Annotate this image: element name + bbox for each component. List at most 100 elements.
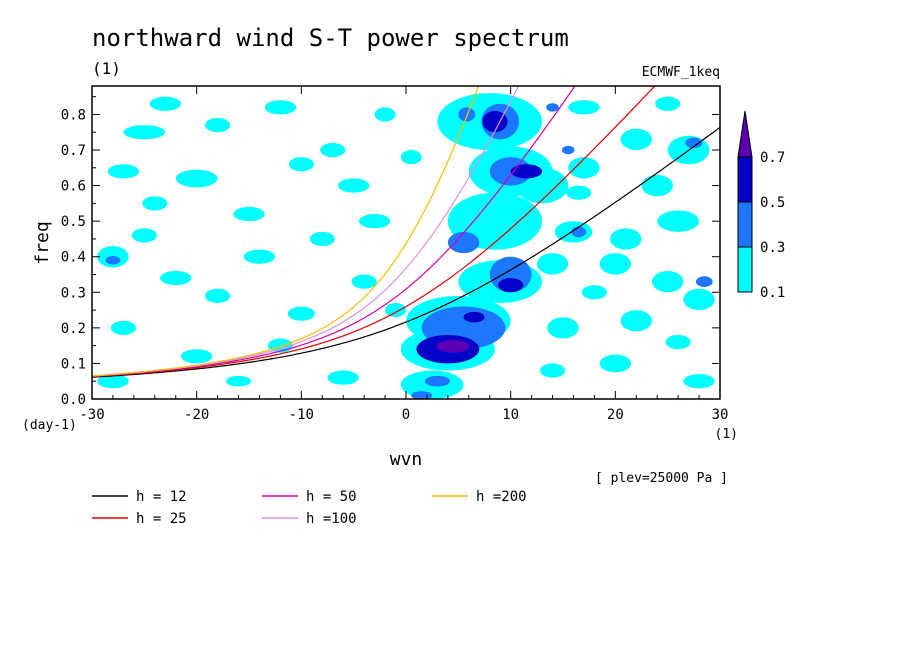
power-region [641,174,673,197]
legend-label: h = 50 [306,489,357,505]
power-region [225,375,252,387]
colorbar-label: 0.1 [760,285,785,301]
x-tick-label: 30 [712,407,729,423]
power-region [683,288,715,311]
power-region [566,185,592,200]
power-region [510,164,543,179]
power-region [620,310,652,332]
power-region [105,256,121,265]
source-label: ECMWF_1keq [642,65,720,80]
plot-area: -30 -20 -10 0 10 20 30 0.00.10.20.30.40.50.60.… [61,85,728,423]
power-region [358,214,391,229]
y-axis-label: freq [32,221,53,264]
colorbar-label: 0.5 [760,195,785,211]
power-region [599,354,632,373]
colorbar-label: 0.7 [760,150,785,166]
y-tick-label: 0.5 [61,214,86,230]
power-region [436,339,470,353]
y-tick-label: 0.6 [61,179,86,195]
x-tick-label: 0 [402,407,410,423]
dispersion-curve [92,86,576,377]
power-region [131,228,157,243]
power-region [599,253,632,275]
power-region [288,157,314,172]
y-tick-label: 0.3 [61,285,86,301]
power-region [110,320,136,335]
power-region [205,288,231,303]
power-region [374,107,396,122]
power-region [180,349,213,364]
power-region [498,278,524,293]
y-tick-label: 0.4 [61,250,86,266]
power-region [547,317,579,339]
legend-label: h = 25 [136,511,187,527]
y-tick-label: 0.0 [61,392,86,408]
power-contours [97,93,715,399]
x-unit-label: (1) [715,427,738,442]
power-region [568,157,600,179]
power-region [463,311,485,323]
power-region [482,110,508,133]
power-region [685,137,703,149]
legend-label: h =200 [476,489,527,505]
x-tick-label: -30 [79,407,104,423]
x-tick-label: 10 [502,407,519,423]
x-axis-ticks: -30 -20 -10 0 10 20 30 [79,86,728,423]
power-region [233,206,265,222]
legend: h = 12 h = 25 h = 50 h =100 h =200 [92,489,527,527]
legend-label: h = 12 [136,489,187,505]
x-tick-label: 20 [607,407,624,423]
colorbar-segment [737,201,753,248]
y-tick-label: 0.1 [61,356,86,372]
colorbar-label: 0.3 [760,240,785,256]
y-axis-ticks: 0.0 0.1 0.2 0.3 0.4 0.5 0.6 0.7 0.8 [61,96,720,408]
y-tick-label: 0.2 [61,321,86,337]
power-region [327,370,359,385]
power-region [546,103,559,112]
power-region [665,334,691,350]
y-tick-label: 0.7 [61,143,86,159]
x-tick-label: -20 [184,407,209,423]
power-region [561,145,575,155]
power-region [651,270,684,293]
power-region [655,96,681,111]
y-unit-label: (day-1) [22,418,77,433]
power-region [205,118,231,133]
power-region [581,285,607,300]
power-region [142,196,168,211]
power-region [657,210,700,232]
power-region [107,164,140,179]
power-region [571,226,587,238]
power-region [385,302,406,318]
power-region [536,253,569,275]
power-region [123,125,166,140]
power-region [175,169,218,188]
dispersion-curve [92,126,720,378]
power-region [149,96,181,111]
power-region [610,228,642,250]
x-tick-label: -10 [289,407,314,423]
power-region [287,306,315,321]
y-tick-label: 0.8 [61,107,86,123]
legend-label: h =100 [306,511,357,527]
chart-subtitle: (1) [92,59,121,78]
power-region [320,142,346,158]
dispersion-curve [92,86,480,377]
power-region [620,128,652,151]
power-region [683,374,715,389]
power-region [400,150,422,165]
colorbar-segment [737,156,753,203]
power-region [539,363,566,378]
power-region [337,178,370,193]
colorbar-arrow [737,110,753,158]
x-axis-label: wvn [390,449,423,470]
dispersion-curves [92,86,720,378]
power-region [160,270,192,286]
power-region [458,107,476,122]
power-region [351,274,377,289]
power-region [424,375,450,387]
power-region [568,100,600,115]
dispersion-curve [92,86,656,378]
colorbar: 0.1 0.3 0.5 0.7 [737,110,785,301]
